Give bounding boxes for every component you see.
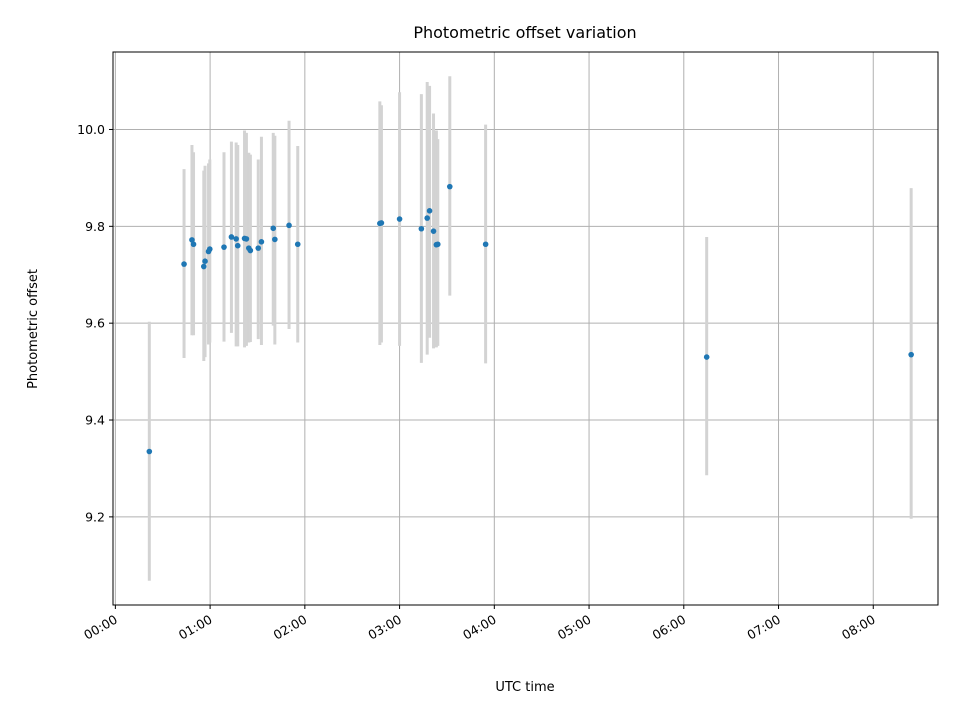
data-point — [146, 448, 153, 455]
data-point — [255, 245, 262, 251]
data-point — [703, 354, 710, 360]
data-point — [270, 225, 277, 232]
data-point — [221, 244, 227, 250]
data-point — [228, 234, 235, 240]
data-point — [181, 261, 187, 267]
data-point — [243, 236, 250, 242]
data-point — [206, 246, 213, 252]
data-point — [234, 242, 241, 249]
data-point — [430, 228, 437, 234]
y-tick-label: 9.4 — [85, 413, 105, 428]
data-point — [426, 208, 433, 214]
data-point — [396, 216, 403, 222]
chart-title: Photometric offset variation — [413, 23, 636, 42]
data-point — [446, 183, 453, 190]
x-axis-label: UTC time — [495, 680, 554, 695]
data-point — [424, 215, 431, 221]
data-point — [294, 241, 301, 248]
data-point — [202, 258, 208, 264]
y-tick-label: 10.0 — [77, 122, 105, 137]
y-axis-ticks: 9.2 9.4 9.6 9.8 10.0 — [77, 122, 113, 524]
y-tick-label: 9.6 — [85, 316, 105, 331]
data-point — [434, 241, 441, 248]
y-tick-label: 9.8 — [85, 219, 105, 234]
y-axis-label: Photometric offset — [26, 269, 41, 389]
y-tick-label: 9.2 — [85, 509, 105, 524]
data-point — [378, 220, 385, 226]
data-point — [200, 263, 207, 270]
data-point — [189, 237, 195, 243]
data-point — [258, 239, 265, 245]
data-point — [233, 236, 239, 242]
data-point — [272, 236, 278, 243]
data-point — [190, 241, 197, 248]
plot-area-frame — [112, 51, 939, 606]
data-point — [286, 222, 292, 229]
data-point — [482, 241, 489, 248]
data-point — [247, 247, 254, 254]
data-points — [146, 183, 914, 455]
data-point — [418, 225, 425, 232]
data-point — [908, 351, 914, 358]
